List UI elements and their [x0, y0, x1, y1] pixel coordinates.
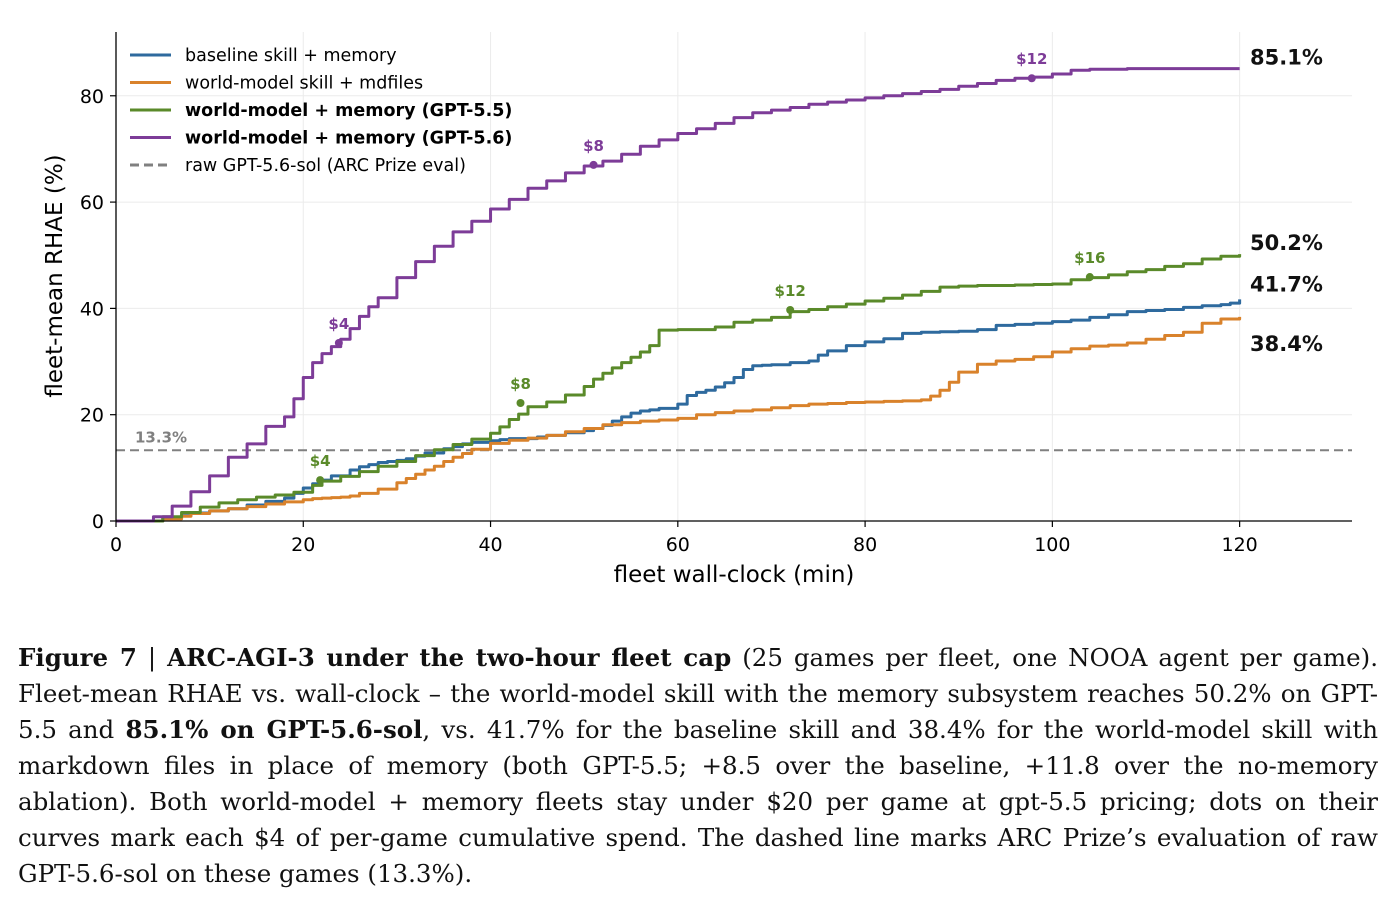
legend-entry: raw GPT-5.6-sol (ARC Prize eval) [185, 156, 466, 176]
legend: baseline skill + memory world-model skill… [130, 46, 512, 176]
cost-marker-dot [589, 160, 598, 169]
x-tick-label: 100 [1034, 534, 1070, 556]
y-tick-label: 40 [80, 298, 104, 320]
x-tick-label: 60 [666, 534, 690, 556]
x-tick-label: 80 [853, 534, 877, 556]
series-line-2 [116, 254, 1242, 523]
caption-separator: | [147, 643, 157, 672]
x-tick-label: 20 [291, 534, 315, 556]
final-label-0: 41.7% [1250, 272, 1323, 296]
caption-bold-1: 85.1% on GPT-5.6-sol [125, 715, 423, 744]
cost-marker-label: $4 [328, 315, 349, 333]
cost-marker-label: $8 [583, 137, 604, 155]
cost-marker-label: $4 [310, 452, 331, 470]
legend-entry: baseline skill + memory [185, 46, 397, 66]
series-line-3 [116, 67, 1240, 523]
caption-title: ARC-AGI-3 under the two-hour fleet cap [167, 643, 732, 672]
cost-marker-dot [786, 305, 795, 314]
axes [110, 32, 1352, 527]
y-axis-label: fleet-mean RHAE (%) [42, 154, 68, 397]
chart: 13.3% $4$8$12$16$4$8$12 0 20 40 60 80 100 1200… [42, 32, 1352, 588]
y-tick-label: 0 [92, 511, 104, 533]
y-tick-label: 80 [80, 86, 104, 108]
legend-entry: world-model + memory (GPT-5.5) [185, 101, 512, 121]
cost-marker-dot [316, 476, 325, 485]
grid [115, 32, 1352, 522]
reference-label: 13.3% [135, 428, 187, 446]
legend-entry: world-model + memory (GPT-5.6) [185, 129, 512, 149]
cost-marker-dot [334, 338, 343, 347]
x-tick-label: 120 [1222, 534, 1258, 556]
y-tick-label: 60 [80, 192, 104, 214]
series-line-0 [116, 299, 1242, 523]
reference-line: 13.3% [116, 428, 1352, 452]
cost-marker-dot [516, 399, 525, 408]
final-value-labels: 41.7% 38.4% 50.2% 85.1% [1250, 46, 1323, 356]
cost-marker-label: $8 [510, 375, 531, 393]
tick-labels: 0 20 40 60 80 100 120 0 20 40 60 80 [80, 86, 1258, 556]
caption-figure-label: Figure 7 [18, 643, 137, 672]
final-label-1: 38.4% [1250, 332, 1323, 356]
cost-marker-label: $12 [1016, 50, 1047, 68]
cost-marker-label: $16 [1074, 249, 1105, 267]
cost-markers: $4 $8 $12 $16 $4 $8 $12 [310, 50, 1105, 485]
figure-caption: Figure 7 | ARC-AGI-3 under the two-hour … [18, 640, 1378, 892]
series-line-1 [116, 316, 1242, 523]
x-axis-label: fleet wall-clock (min) [614, 562, 855, 588]
legend-entry: world-model skill + mdfiles [185, 74, 423, 94]
caption-text-2: , vs. 41.7% for the baseline skill and 3… [18, 715, 1378, 888]
series-layer [116, 67, 1242, 523]
y-tick-label: 20 [80, 405, 104, 427]
cost-marker-dot [1085, 273, 1094, 282]
cost-marker-label: $12 [775, 282, 806, 300]
final-label-2: 50.2% [1250, 231, 1323, 255]
x-tick-label: 0 [110, 534, 122, 556]
caption-text-1: (25 games per fleet, one NOOA agent per … [18, 643, 1379, 744]
cost-marker-dot [1027, 74, 1036, 83]
final-label-3: 85.1% [1250, 46, 1323, 70]
x-tick-label: 40 [478, 534, 502, 556]
